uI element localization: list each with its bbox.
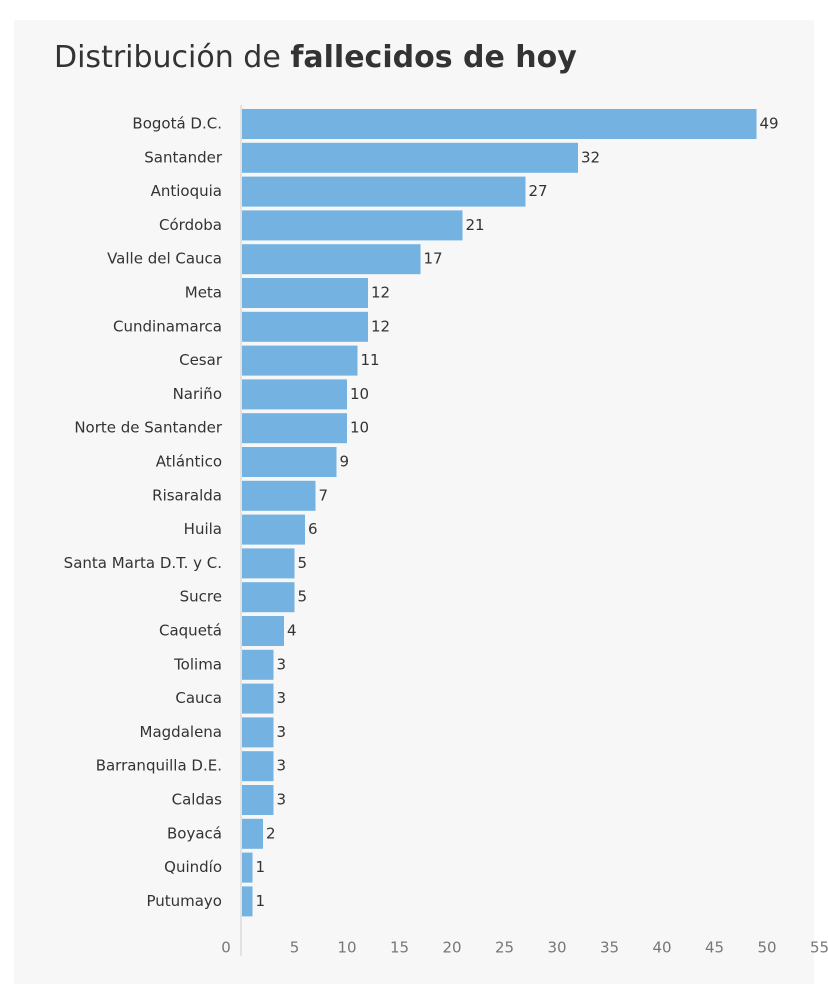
category-label: Atlántico xyxy=(156,453,222,471)
x-tick-label: 40 xyxy=(652,939,671,957)
value-label: 3 xyxy=(277,757,287,775)
value-label: 3 xyxy=(277,689,287,707)
value-label: 3 xyxy=(277,655,287,673)
x-tick-label: 25 xyxy=(495,939,514,957)
bar xyxy=(242,142,578,173)
value-label: 5 xyxy=(298,554,308,572)
bar xyxy=(242,717,274,748)
x-tick-label: 30 xyxy=(547,939,566,957)
value-label: 4 xyxy=(287,622,297,640)
bar xyxy=(242,751,274,782)
bar xyxy=(242,413,347,444)
value-label: 7 xyxy=(319,486,329,504)
category-label: Risaralda xyxy=(152,486,222,504)
x-tick-label: 55 xyxy=(810,939,828,957)
value-label: 1 xyxy=(256,892,266,910)
bar xyxy=(242,683,274,714)
x-tick-label: 45 xyxy=(705,939,724,957)
bar xyxy=(242,514,305,545)
bar xyxy=(242,548,295,579)
category-label: Putumayo xyxy=(146,892,222,910)
chart-title-prefix: Distribución de xyxy=(54,40,291,75)
category-label: Santander xyxy=(144,148,223,166)
value-label: 2 xyxy=(266,824,276,842)
value-label: 10 xyxy=(350,419,369,437)
category-label: Meta xyxy=(185,284,222,302)
category-label: Valle del Cauca xyxy=(107,250,222,268)
bar xyxy=(242,311,368,342)
category-label: Santa Marta D.T. y C. xyxy=(64,554,222,572)
x-tick-label: 15 xyxy=(390,939,409,957)
category-label: Caldas xyxy=(172,791,223,809)
value-label: 1 xyxy=(256,858,266,876)
value-label: 9 xyxy=(340,453,350,471)
category-label: Huila xyxy=(184,520,222,538)
x-tick-label: 50 xyxy=(757,939,776,957)
category-label: Sucre xyxy=(180,588,222,606)
bar xyxy=(242,176,526,207)
bar xyxy=(242,278,368,308)
category-label: Cesar xyxy=(179,351,223,369)
value-label: 3 xyxy=(277,723,287,741)
bar xyxy=(242,649,274,680)
category-label: Bogotá D.C. xyxy=(132,115,222,133)
value-label: 3 xyxy=(277,791,287,809)
category-label: Barranquilla D.E. xyxy=(96,757,222,775)
category-label: Caquetá xyxy=(159,622,222,640)
bar xyxy=(242,244,421,275)
bar xyxy=(242,785,274,815)
value-label: 12 xyxy=(371,284,390,302)
bar xyxy=(242,379,347,410)
x-tick-label: 20 xyxy=(442,939,461,957)
x-tick-label: 0 xyxy=(221,939,231,957)
category-label: Boyacá xyxy=(167,824,222,842)
chart-title: Distribución de fallecidos de hoy xyxy=(54,40,577,75)
bar xyxy=(242,582,295,613)
category-label: Cauca xyxy=(175,689,222,707)
category-label: Nariño xyxy=(173,385,222,403)
category-label: Magdalena xyxy=(140,723,222,741)
value-label: 12 xyxy=(371,317,390,335)
bar xyxy=(242,345,358,376)
x-tick-label: 5 xyxy=(290,939,300,957)
bar xyxy=(242,480,316,511)
bar xyxy=(242,210,463,241)
value-label: 32 xyxy=(581,148,600,166)
value-label: 17 xyxy=(424,250,443,268)
category-label: Quindío xyxy=(164,858,222,876)
value-label: 21 xyxy=(466,216,485,234)
category-label: Antioquia xyxy=(151,182,222,200)
x-tick-label: 35 xyxy=(600,939,619,957)
bar xyxy=(242,109,757,139)
chart-title-bold: fallecidos de hoy xyxy=(290,40,577,75)
value-label: 49 xyxy=(760,115,779,133)
bar xyxy=(242,616,284,646)
value-label: 11 xyxy=(361,351,380,369)
bar xyxy=(242,447,337,477)
category-label: Norte de Santander xyxy=(74,419,223,437)
x-tick-label: 10 xyxy=(337,939,356,957)
value-label: 6 xyxy=(308,520,318,538)
category-label: Tolima xyxy=(173,655,222,673)
value-label: 10 xyxy=(350,385,369,403)
category-label: Cundinamarca xyxy=(113,317,222,335)
category-label: Córdoba xyxy=(159,216,222,234)
value-label: 27 xyxy=(529,182,548,200)
bar xyxy=(242,818,263,849)
value-label: 5 xyxy=(298,588,308,606)
bar xyxy=(242,852,253,883)
bar xyxy=(242,886,253,917)
